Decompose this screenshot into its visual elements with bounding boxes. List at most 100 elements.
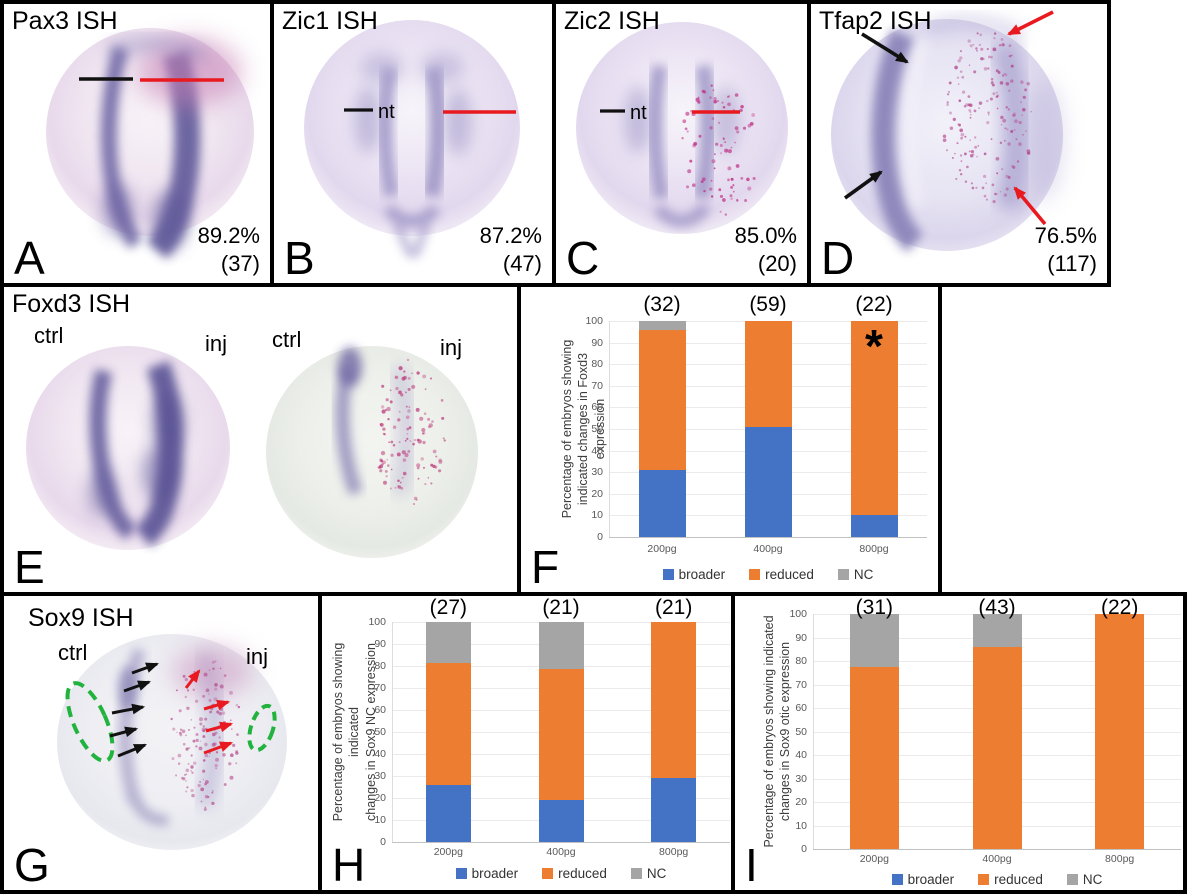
embryo-illustration-sox9 — [57, 634, 287, 850]
panel-A: Pax3 ISH A 89.2% (37) — [0, 0, 274, 287]
y-tick-label: 0 — [597, 531, 603, 543]
bar-segment-broader — [651, 778, 697, 842]
inj-label: inj — [205, 331, 228, 356]
neural-tube-label: nt — [378, 101, 395, 123]
y-tick-label: 80 — [591, 358, 603, 371]
y-tick-label: 50 — [795, 725, 807, 738]
bar-count-label: (32) — [643, 293, 681, 316]
y-tick-label: 20 — [374, 792, 386, 804]
legend-label: broader — [471, 866, 519, 881]
gridline — [609, 537, 927, 538]
bar-segment-reduced — [744, 321, 792, 427]
legend-item-NC: NC — [1066, 872, 1103, 887]
black-arrow — [111, 703, 146, 715]
y-tick-label: 70 — [374, 682, 386, 694]
black-arrow — [117, 743, 148, 758]
embryo-illustration-foxd3 — [26, 346, 478, 558]
panel-D-letter: D — [821, 232, 855, 284]
bar-segment-broader — [850, 515, 898, 537]
y-tick-label: 90 — [591, 336, 603, 349]
y-tick-label: 50 — [374, 726, 386, 738]
bar-segment-reduced — [850, 321, 898, 516]
bar-count-label: (21) — [542, 596, 580, 619]
black-arrow — [131, 662, 160, 675]
red-arrow — [184, 669, 201, 689]
y-tick-label: 20 — [795, 796, 807, 808]
panel-C-count: (20) — [757, 250, 797, 276]
category-label: 400pg — [982, 853, 1012, 865]
category-label: 800pg — [659, 846, 689, 858]
bar-segment-NC — [972, 614, 1022, 647]
legend-swatch — [837, 569, 849, 580]
ctrl-label: ctrl — [58, 640, 88, 665]
y-tick-label: 60 — [591, 401, 603, 414]
bar-segment-reduced — [849, 666, 899, 849]
bar-count-label: (43) — [978, 596, 1016, 619]
panel-B-stat: 87.2% (47) — [480, 222, 542, 277]
panel-E: Foxd3 ISH ctrl inj ctrl inj E — [0, 283, 521, 596]
ctrl-label: ctrl — [272, 327, 302, 352]
y-tick-label: 70 — [591, 379, 603, 392]
gridline — [392, 842, 730, 843]
magenta-speckles — [170, 660, 241, 811]
legend-label: NC — [646, 866, 667, 881]
chart-foxd3-expression: Percentage of embryos showing indicated c… — [521, 287, 938, 592]
bar-segment-NC — [638, 321, 686, 330]
legend: broader reduced NC — [609, 567, 927, 582]
legend-label: NC — [1082, 872, 1103, 887]
y-tick-label: 10 — [591, 509, 603, 522]
inj-label: inj — [440, 335, 463, 360]
embryo-illustration-zic1 — [304, 20, 520, 259]
legend-item-reduced: reduced — [978, 872, 1043, 887]
bar-count-label: (59) — [749, 293, 787, 316]
legend-label: reduced — [994, 872, 1043, 887]
legend-label: reduced — [765, 567, 814, 582]
bar-segment-NC — [538, 622, 584, 670]
magenta-speckles — [942, 32, 1032, 204]
bar-segment-broader — [538, 800, 584, 842]
y-tick-label: 80 — [374, 660, 386, 672]
red-arrow — [1007, 10, 1054, 36]
panel-B-letter: B — [284, 232, 315, 284]
legend-item-NC: NC — [630, 866, 667, 881]
bar-segment-NC — [849, 614, 899, 667]
chart-sox9-nc-expression: Percentage of embryos showing indicated c… — [322, 596, 731, 890]
legend-label: broader — [678, 567, 726, 582]
panel-G: Sox9 ISH ctrl inj G — [0, 592, 322, 894]
panel-A-percent: 89.2% — [197, 223, 260, 248]
legend: broader reduced NC — [392, 866, 730, 881]
panel-A-count: (37) — [220, 250, 260, 276]
legend-label: reduced — [558, 866, 607, 881]
panel-E-title: Foxd3 ISH — [12, 290, 131, 318]
bar-segment-reduced — [538, 669, 584, 801]
bar-segment-reduced — [972, 646, 1022, 849]
y-tick-label: 30 — [591, 466, 603, 479]
bar-segment-broader — [638, 470, 686, 537]
category-label: 400pg — [546, 846, 576, 858]
red-arrow — [1013, 186, 1047, 226]
y-tick-label: 90 — [374, 638, 386, 650]
legend-swatch — [542, 868, 554, 879]
panel-I-letter: I — [745, 839, 758, 891]
magenta-speckles — [377, 358, 446, 505]
panel-F-letter: F — [531, 541, 560, 593]
bar-count-label: (22) — [1100, 596, 1139, 619]
y-tick-label: 0 — [801, 843, 807, 855]
category-label: 800pg — [1105, 853, 1135, 865]
y-tick-label: 100 — [789, 608, 807, 620]
bar-count-label: (27) — [429, 596, 467, 619]
red-arrow — [203, 699, 231, 711]
y-tick-label: 60 — [795, 702, 807, 714]
significance-asterisk: * — [865, 320, 883, 372]
embryo-illustration-tfap2 — [831, 10, 1063, 253]
bar-segment-NC — [425, 622, 471, 663]
green-dashed-outline — [247, 703, 277, 753]
panel-C-letter: C — [566, 232, 600, 284]
black-arrow — [861, 32, 909, 64]
panel-D-title: Tfap2 ISH — [819, 7, 932, 35]
panel-B: Zic1 ISH nt B 87.2% (47) — [270, 0, 556, 287]
y-tick-label: 100 — [368, 616, 386, 628]
panel-G-letter: G — [14, 839, 50, 891]
legend-item-broader: broader — [662, 567, 726, 582]
y-tick-label: 90 — [795, 631, 807, 644]
